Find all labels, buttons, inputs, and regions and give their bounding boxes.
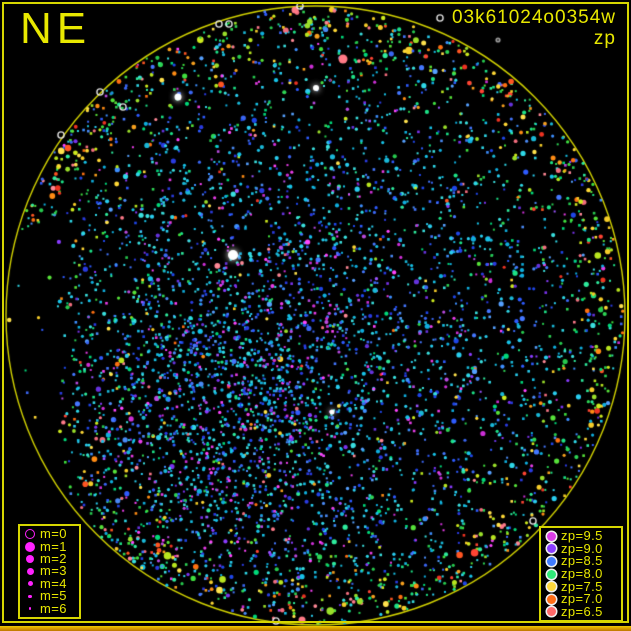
m-legend-item: m=4 [20,575,79,591]
colorbar-label: zp [593,28,616,49]
m-legend-label: m=0 [40,526,67,542]
magnitude-marker-icon [20,594,40,599]
m-legend-item: m=2 [20,551,79,567]
magnitude-marker-icon [20,606,40,611]
field-direction-label: NE [20,4,92,53]
zp-marker-icon [541,594,561,604]
zp-legend-label: zp=9.0 [561,540,603,556]
plot-title: 03k61024o0354w [451,7,616,28]
m-legend-label: m=5 [40,588,67,604]
zp-legend-item: zp=8.5 [541,553,621,569]
bottom-edge-bar [0,626,631,631]
zp-legend-label: zp=8.5 [561,553,603,569]
magnitude-marker-icon [20,567,40,575]
zp-marker-icon [541,531,561,541]
zp-legend-item: zp=6.5 [541,605,621,618]
m-legend-label: m=4 [40,575,67,591]
zp-legend-item: zp=7.5 [541,580,621,593]
m-legend-item: m=5 [20,588,79,604]
zp-marker-icon [541,569,561,579]
m-legend-label: m=6 [40,600,67,616]
magnitude-size-legend: m=0 m=1 m=2 m=3 m=4 m=5 m=6 [18,524,81,619]
m-legend-label: m=1 [40,538,67,554]
zp-marker-icon [541,544,561,554]
zp-marker-icon [541,582,561,592]
magnitude-marker-icon [20,529,40,540]
zp-legend-label: zp=7.0 [561,591,603,607]
zp-legend-item: zp=8.0 [541,566,621,581]
m-legend-item: m=3 [20,563,79,579]
zp-color-legend: zp=9.5 zp=9.0 zp=8.5 zp=8.0 zp=7.5 zp=7.0 zp=6… [539,526,623,622]
zp-legend-item: zp=9.5 [541,528,621,544]
zp-legend-label: zp=8.0 [561,566,603,581]
magnitude-marker-icon [20,541,40,552]
zp-legend-item: zp=9.0 [541,540,621,556]
m-legend-item: m=1 [20,538,79,554]
zp-legend-label: zp=9.5 [561,528,603,544]
zp-legend-label: zp=6.5 [561,603,603,619]
zp-marker-icon [541,556,561,566]
m-legend-label: m=3 [40,563,67,579]
magnitude-marker-icon [20,581,40,587]
m-legend-item: m=0 [20,526,79,542]
zp-marker-icon [541,607,561,617]
m-legend-item: m=6 [20,600,79,616]
magnitude-marker-icon [20,555,40,564]
zp-legend-label: zp=7.5 [561,578,603,594]
m-legend-label: m=2 [40,551,67,567]
zp-legend-item: zp=7.0 [541,591,621,607]
